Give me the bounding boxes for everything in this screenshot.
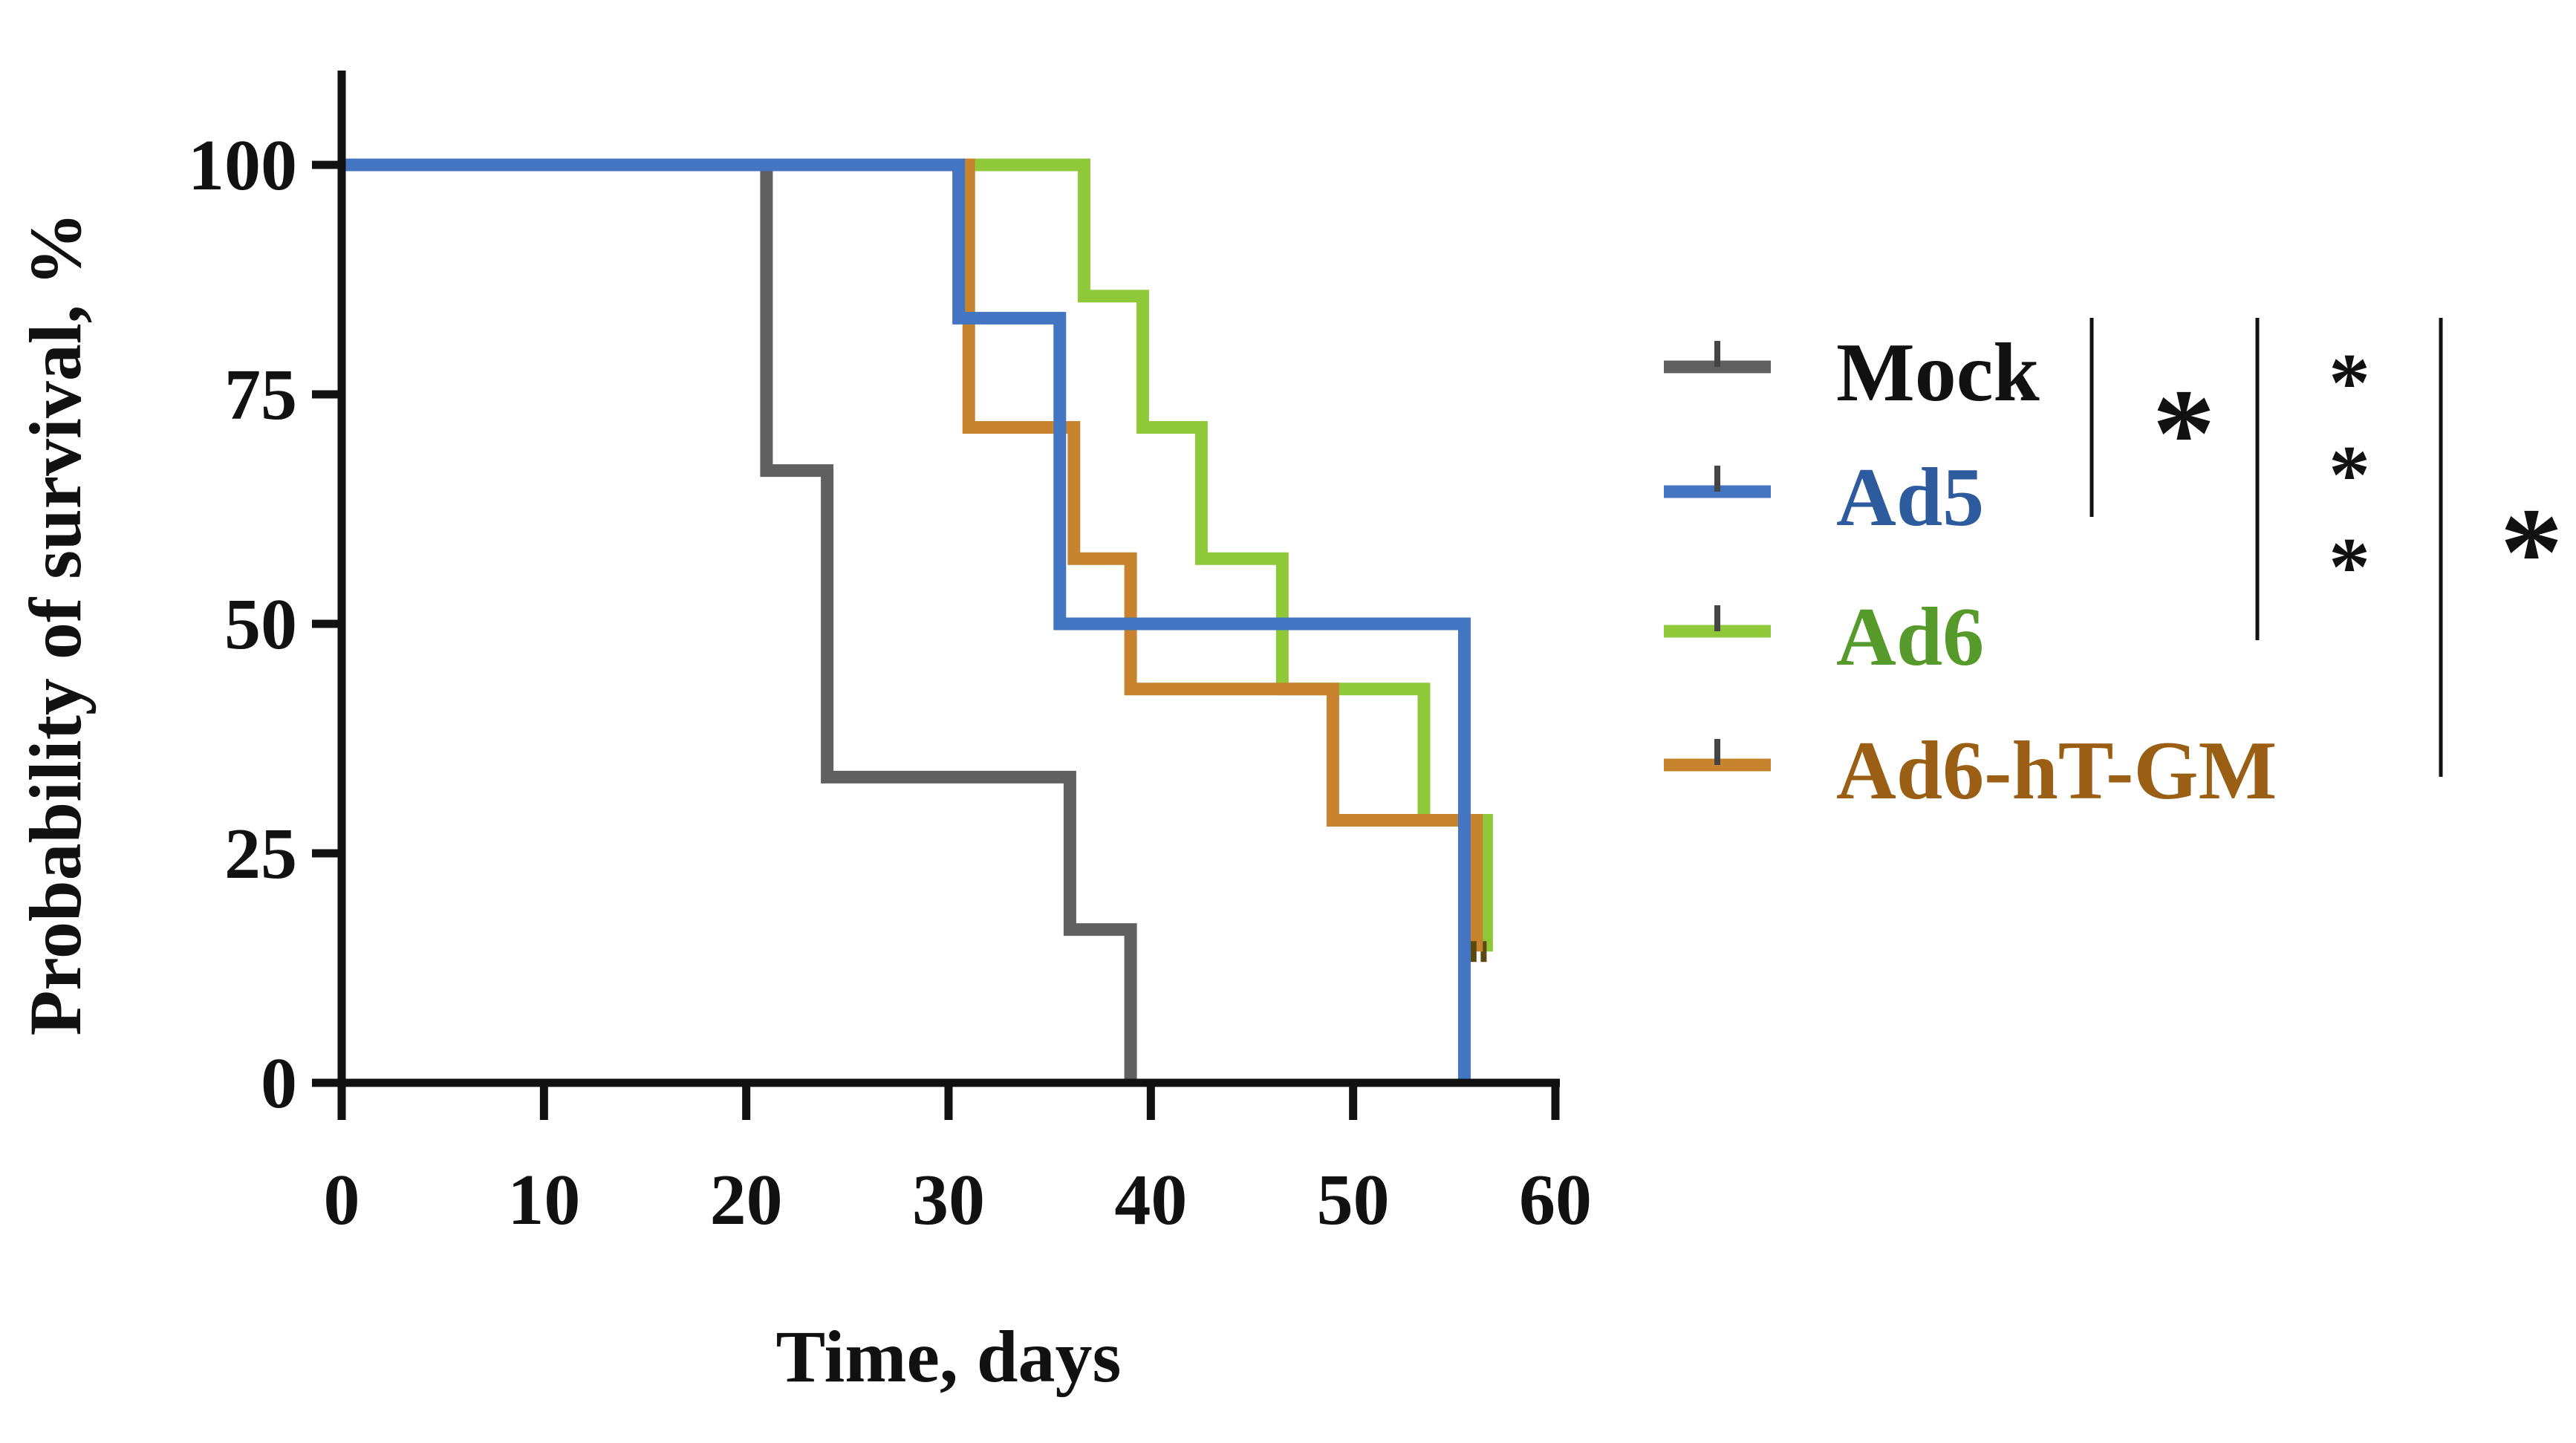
curve-ad6: [342, 158, 1493, 952]
curve-mock: [342, 158, 1137, 1083]
y-tick-label: 100: [188, 126, 297, 206]
curves: [342, 158, 1493, 1083]
legend-item-ad6-ht-gm: Ad6-hT-GM: [1664, 725, 2277, 817]
significance-1: ***: [2255, 318, 2396, 640]
curve-ad5: [342, 158, 1471, 1083]
significance-stars: ***: [2303, 337, 2396, 613]
y-tick-label: 0: [261, 1043, 297, 1124]
legend-item-ad6: Ad6: [1664, 591, 1984, 683]
significance-0: *: [2089, 318, 2216, 517]
legend-label: Ad6-hT-GM: [1836, 725, 2277, 817]
x-tick-label: 30: [912, 1160, 985, 1240]
x-tick-label: 20: [710, 1160, 783, 1240]
axes: 0 25 50 75 100 0 10 20 30 40 50 60: [188, 71, 1592, 1240]
legend-label: Ad6: [1836, 591, 1984, 683]
y-tick-label: 75: [224, 355, 297, 435]
significance-annotations: * *** *: [2089, 318, 2563, 777]
x-tick-label: 10: [507, 1160, 580, 1240]
x-tick-label: 60: [1519, 1160, 1592, 1240]
x-tick-label: 50: [1317, 1160, 1390, 1240]
significance-star: *: [2153, 363, 2216, 503]
significance-2: *: [2439, 318, 2563, 777]
y-tick-label: 50: [224, 584, 297, 665]
legend-item-ad5: Ad5: [1664, 452, 1984, 544]
legend-label: Ad5: [1836, 452, 1984, 544]
curve-ad6-ht-gm: [342, 158, 1483, 952]
x-axis-title: Time, days: [776, 1315, 1122, 1398]
legend-item-mock: Mock: [1664, 327, 2040, 419]
y-axis-title: Probability of survival, %: [14, 212, 97, 1035]
x-tick-label: 0: [324, 1160, 360, 1240]
x-tick-label: 40: [1114, 1160, 1187, 1240]
y-tick-label: 25: [224, 814, 297, 894]
legend: Mock Ad5 Ad6 Ad6-hT-GM: [1664, 327, 2277, 817]
significance-star: *: [2500, 482, 2563, 622]
legend-label: Mock: [1836, 327, 2040, 419]
